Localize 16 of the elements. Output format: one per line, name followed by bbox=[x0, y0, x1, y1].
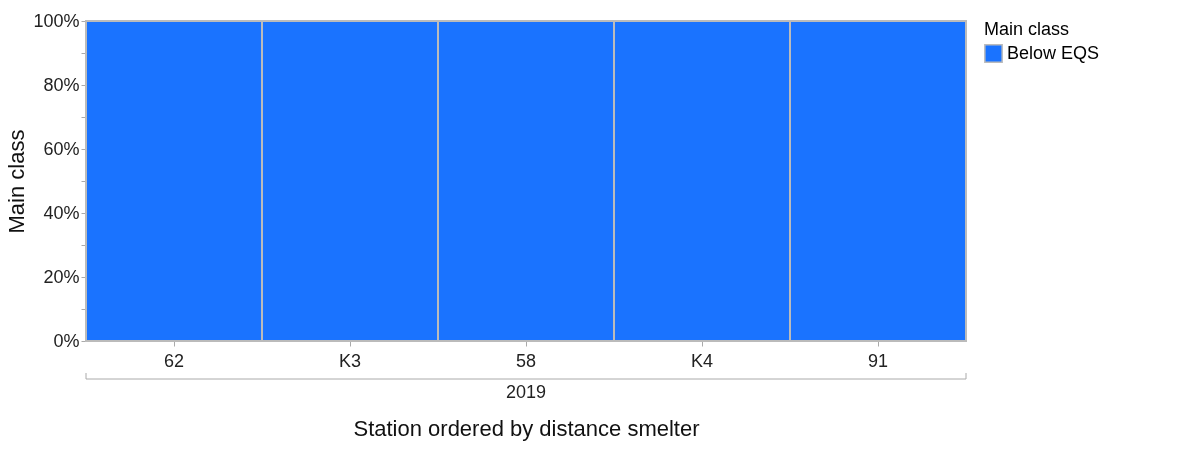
x-tick-label: K3 bbox=[338, 350, 362, 371]
x-tick-label: 91 bbox=[867, 350, 889, 371]
y-axis-title: Main class bbox=[4, 129, 30, 234]
text: 2019 bbox=[505, 382, 547, 402]
x-axis-title: Station ordered by distance smelter bbox=[353, 415, 700, 441]
y-tick-label: 20% bbox=[43, 266, 80, 287]
y-tick-label: 100% bbox=[33, 10, 80, 31]
legend-label: Below EQS bbox=[1007, 42, 1100, 63]
x-tick-label: 62 bbox=[163, 350, 185, 371]
y-tick-label: 60% bbox=[43, 138, 80, 159]
x-tick-label: 58 bbox=[515, 350, 537, 371]
y-tick-label: 80% bbox=[43, 74, 80, 95]
x-tick-label: K4 bbox=[690, 350, 714, 371]
legend-title: Main class bbox=[984, 19, 1070, 39]
y-tick-label: 0% bbox=[53, 330, 80, 351]
y-tick-label: 40% bbox=[43, 202, 80, 223]
